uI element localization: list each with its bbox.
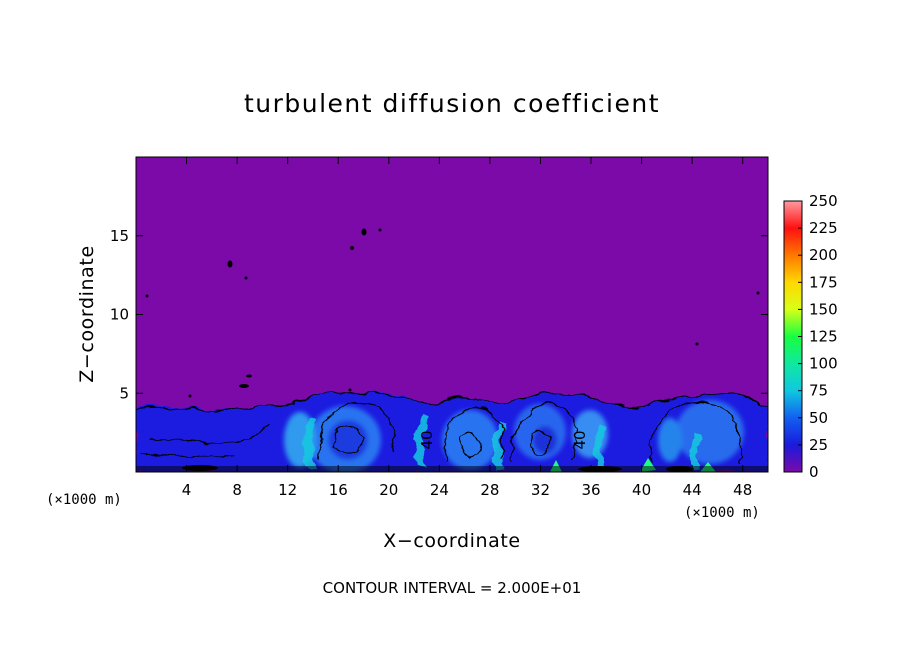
colorbar-tick-label: 25 <box>809 436 828 454</box>
colorbar-tick-label: 150 <box>809 300 838 318</box>
colorbar-tick-label: 75 <box>809 382 828 400</box>
y-tick-label: 15 <box>110 227 129 245</box>
colorbar-tick-label: 125 <box>809 328 838 346</box>
x-tick-label: 28 <box>480 481 499 499</box>
x-tick-label: 24 <box>430 481 449 499</box>
colorbar-tick-label: 0 <box>809 463 819 481</box>
plot-area: 40 40 <box>136 157 768 472</box>
contour-label: 40 <box>418 430 436 449</box>
contour-label: 40 <box>571 430 589 449</box>
colorbar-tick-label: 250 <box>809 192 838 210</box>
x-tick-label: 36 <box>581 481 600 499</box>
isolated-spots <box>145 228 760 398</box>
y-axis-label: Z−coordinate <box>76 245 98 382</box>
colorbar-tick-label: 50 <box>809 409 828 427</box>
x-tick-label: 8 <box>232 481 242 499</box>
x-tick-label: 20 <box>379 481 398 499</box>
x-tick-label: 16 <box>329 481 348 499</box>
x-tick-label: 48 <box>733 481 752 499</box>
x-tick-label: 40 <box>632 481 651 499</box>
contour-interval-note: CONTOUR INTERVAL = 2.000E+01 <box>323 579 582 597</box>
contour-labels: 40 40 <box>418 430 589 449</box>
x-unit-label-right: (×1000 m) <box>684 505 760 521</box>
colorbar-tick-label: 225 <box>809 219 838 237</box>
x-unit-label: (×1000 m) <box>46 492 122 508</box>
x-tick-label: 12 <box>278 481 297 499</box>
boundary-layer-field <box>136 391 768 472</box>
colorbar: 0 25 50 75 100 125 150 175 200 225 250 <box>783 192 838 481</box>
x-tick-label: 44 <box>683 481 702 499</box>
x-axis-label: X−coordinate <box>383 530 520 552</box>
y-tick-label: 5 <box>119 384 129 402</box>
x-tick-label: 32 <box>531 481 550 499</box>
y-tick-label: 10 <box>110 306 129 324</box>
chart-title: turbulent diffusion coefficient <box>244 89 660 118</box>
colorbar-tick-label: 100 <box>809 355 838 373</box>
x-tick-label: 4 <box>182 481 192 499</box>
colorbar-tick-label: 200 <box>809 246 838 264</box>
colorbar-tick-label: 175 <box>809 273 838 291</box>
